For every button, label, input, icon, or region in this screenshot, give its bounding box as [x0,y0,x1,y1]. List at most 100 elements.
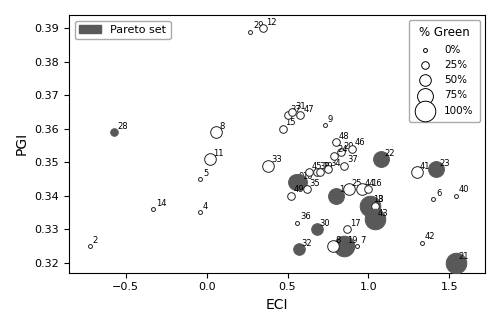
Text: 23: 23 [439,159,450,167]
Text: 8: 8 [336,235,341,245]
Point [364,186,372,192]
Point [284,113,292,118]
Point [418,240,426,245]
Text: 49: 49 [294,185,304,194]
Text: 6: 6 [436,189,442,198]
Point [287,193,295,198]
Point [288,110,296,115]
Point [303,186,311,192]
Point [371,203,379,208]
Point [348,146,356,151]
Text: 15: 15 [286,118,296,128]
Point [278,126,286,131]
Text: 38: 38 [320,162,330,171]
Text: 37: 37 [347,155,358,164]
Text: 40: 40 [458,185,469,194]
Text: 13: 13 [339,185,349,194]
Point [86,243,94,249]
Point [371,216,379,222]
Point [353,243,361,249]
Text: 18: 18 [373,196,384,204]
Point [260,26,268,31]
Point [366,203,374,208]
Point [296,113,304,118]
Point [312,227,320,232]
Point [324,166,332,172]
Text: 0: 0 [298,172,304,181]
Point [304,170,312,175]
Point [452,260,460,265]
Text: 8: 8 [219,122,224,131]
Point [429,197,437,202]
Text: 17: 17 [350,219,361,228]
Point [378,156,386,162]
Point [452,193,460,198]
Point [345,186,353,192]
Text: 45: 45 [312,162,322,171]
Text: 46: 46 [355,139,366,147]
Text: 25: 25 [352,179,362,188]
Point [292,180,300,185]
Text: 24: 24 [338,145,348,154]
Text: 5: 5 [203,169,208,178]
Text: 7: 7 [360,235,366,245]
Point [110,129,118,135]
Text: 41: 41 [420,162,430,171]
Point [295,247,303,252]
Point [295,180,303,185]
Text: 4: 4 [203,202,208,211]
Text: 16: 16 [371,179,382,188]
Text: 29: 29 [253,21,264,30]
Text: 36: 36 [300,212,311,221]
Point [212,129,220,135]
Text: 20: 20 [344,142,354,151]
Point [206,156,214,162]
Text: 14: 14 [156,199,166,208]
Point [312,170,320,175]
X-axis label: ECI: ECI [266,298,288,312]
Text: 10: 10 [302,172,312,181]
Text: 2: 2 [93,235,98,245]
Text: 11: 11 [212,148,223,158]
Point [340,243,348,249]
Point [332,140,340,145]
Point [293,220,301,225]
Point [316,170,324,175]
Text: 43: 43 [378,209,388,218]
Text: 44: 44 [365,179,376,188]
Point [149,207,157,212]
Text: 28: 28 [117,122,128,131]
Text: 30: 30 [320,219,330,228]
Text: 39: 39 [322,162,334,171]
Text: 32: 32 [302,239,312,248]
Text: 31: 31 [295,102,306,111]
Text: 12: 12 [266,18,276,27]
Point [246,29,254,34]
Point [413,170,421,175]
Text: 42: 42 [424,232,435,241]
Point [432,166,440,172]
Text: 33: 33 [271,155,281,164]
Point [196,176,204,181]
Text: 22: 22 [384,148,394,158]
Point [337,150,345,155]
Text: 19: 19 [347,235,358,245]
Point [196,210,204,215]
Text: 48: 48 [339,132,349,141]
Text: 47: 47 [304,105,314,114]
Text: 37: 37 [290,105,301,114]
Point [329,243,337,249]
Text: 3: 3 [378,196,383,204]
Y-axis label: PGI: PGI [15,132,29,155]
Point [332,193,340,198]
Text: 35: 35 [310,179,320,188]
Point [344,227,351,232]
Legend: 0%, 25%, 50%, 75%, 100%: 0%, 25%, 50%, 75%, 100% [408,20,480,122]
Text: 9: 9 [328,115,333,124]
Point [264,163,272,168]
Point [321,123,329,128]
Point [358,186,366,192]
Text: 34: 34 [331,159,342,167]
Point [330,153,338,158]
Text: 21: 21 [458,252,469,261]
